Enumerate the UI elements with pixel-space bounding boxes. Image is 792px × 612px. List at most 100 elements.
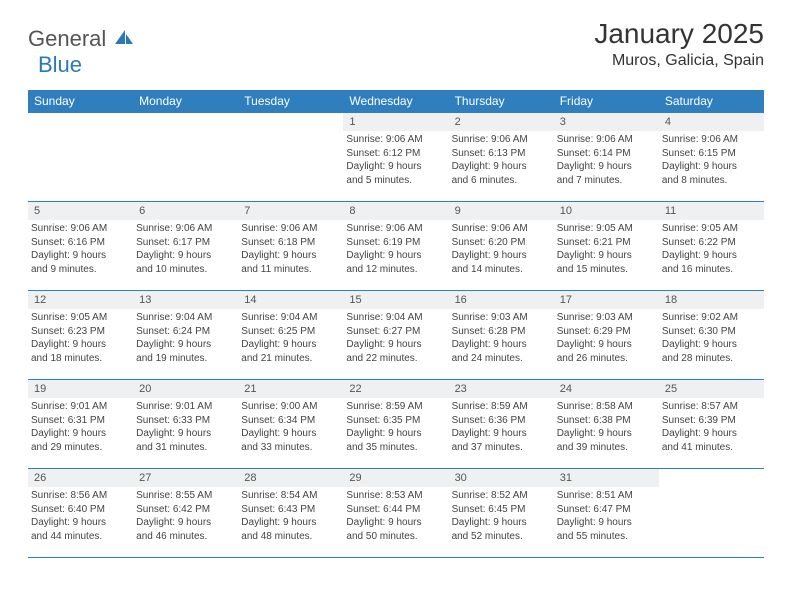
day-details: Sunrise: 8:56 AMSunset: 6:40 PMDaylight:…: [28, 487, 133, 547]
day-details: Sunrise: 9:04 AMSunset: 6:24 PMDaylight:…: [133, 309, 238, 369]
day-day1: Daylight: 9 hours: [452, 427, 551, 441]
calendar-page: General Blue January 2025 Muros, Galicia…: [0, 0, 792, 576]
day-details: Sunrise: 9:06 AMSunset: 6:14 PMDaylight:…: [554, 131, 659, 191]
day-day2: and 18 minutes.: [31, 352, 130, 366]
day-details: Sunrise: 8:54 AMSunset: 6:43 PMDaylight:…: [238, 487, 343, 547]
weekday-header: Wednesday: [343, 90, 448, 113]
day-number: 27: [133, 469, 238, 487]
day-day2: and 24 minutes.: [452, 352, 551, 366]
day-day2: and 50 minutes.: [346, 530, 445, 544]
calendar-week-row: 19Sunrise: 9:01 AMSunset: 6:31 PMDayligh…: [28, 380, 764, 469]
calendar-day-cell: 8Sunrise: 9:06 AMSunset: 6:19 PMDaylight…: [343, 202, 448, 291]
day-number: 25: [659, 380, 764, 398]
day-day2: and 37 minutes.: [452, 441, 551, 455]
location-label: Muros, Galicia, Spain: [594, 52, 764, 70]
weekday-header: Friday: [554, 90, 659, 113]
day-day2: and 35 minutes.: [346, 441, 445, 455]
calendar-day-cell: 13Sunrise: 9:04 AMSunset: 6:24 PMDayligh…: [133, 291, 238, 380]
day-number: 26: [28, 469, 133, 487]
day-sunrise: Sunrise: 9:03 AM: [452, 311, 551, 325]
calendar-day-cell: 3Sunrise: 9:06 AMSunset: 6:14 PMDaylight…: [554, 113, 659, 202]
day-sunset: Sunset: 6:45 PM: [452, 503, 551, 517]
calendar-day-cell: 31Sunrise: 8:51 AMSunset: 6:47 PMDayligh…: [554, 469, 659, 558]
calendar-day-cell: [28, 113, 133, 202]
day-day1: Daylight: 9 hours: [452, 249, 551, 263]
calendar-day-cell: 20Sunrise: 9:01 AMSunset: 6:33 PMDayligh…: [133, 380, 238, 469]
day-day1: Daylight: 9 hours: [346, 249, 445, 263]
day-sunrise: Sunrise: 9:00 AM: [241, 400, 340, 414]
day-sunrise: Sunrise: 8:57 AM: [662, 400, 761, 414]
day-number: 7: [238, 202, 343, 220]
day-sunrise: Sunrise: 9:06 AM: [136, 222, 235, 236]
day-day2: and 41 minutes.: [662, 441, 761, 455]
calendar-day-cell: 5Sunrise: 9:06 AMSunset: 6:16 PMDaylight…: [28, 202, 133, 291]
day-sunrise: Sunrise: 9:03 AM: [557, 311, 656, 325]
day-number: 17: [554, 291, 659, 309]
page-header: General Blue January 2025 Muros, Galicia…: [28, 18, 764, 78]
day-day2: and 21 minutes.: [241, 352, 340, 366]
calendar-week-row: 26Sunrise: 8:56 AMSunset: 6:40 PMDayligh…: [28, 469, 764, 558]
day-number: 2: [449, 113, 554, 131]
day-day2: and 7 minutes.: [557, 174, 656, 188]
calendar-day-cell: [133, 113, 238, 202]
calendar-day-cell: 24Sunrise: 8:58 AMSunset: 6:38 PMDayligh…: [554, 380, 659, 469]
day-sunset: Sunset: 6:22 PM: [662, 236, 761, 250]
day-details: Sunrise: 8:53 AMSunset: 6:44 PMDaylight:…: [343, 487, 448, 547]
day-day2: and 26 minutes.: [557, 352, 656, 366]
day-sunrise: Sunrise: 9:05 AM: [662, 222, 761, 236]
day-details: Sunrise: 9:06 AMSunset: 6:18 PMDaylight:…: [238, 220, 343, 280]
day-day1: Daylight: 9 hours: [662, 427, 761, 441]
calendar-day-cell: 15Sunrise: 9:04 AMSunset: 6:27 PMDayligh…: [343, 291, 448, 380]
day-day1: Daylight: 9 hours: [452, 160, 551, 174]
day-day2: and 14 minutes.: [452, 263, 551, 277]
day-details: Sunrise: 9:03 AMSunset: 6:29 PMDaylight:…: [554, 309, 659, 369]
day-sunset: Sunset: 6:14 PM: [557, 147, 656, 161]
day-number: 22: [343, 380, 448, 398]
day-details: Sunrise: 8:59 AMSunset: 6:35 PMDaylight:…: [343, 398, 448, 458]
day-day2: and 8 minutes.: [662, 174, 761, 188]
calendar-day-cell: 10Sunrise: 9:05 AMSunset: 6:21 PMDayligh…: [554, 202, 659, 291]
day-details: Sunrise: 8:59 AMSunset: 6:36 PMDaylight:…: [449, 398, 554, 458]
day-sunrise: Sunrise: 8:56 AM: [31, 489, 130, 503]
day-number: 10: [554, 202, 659, 220]
day-number: 16: [449, 291, 554, 309]
day-number: 1: [343, 113, 448, 131]
day-day1: Daylight: 9 hours: [557, 249, 656, 263]
day-sunrise: Sunrise: 9:01 AM: [136, 400, 235, 414]
day-sunrise: Sunrise: 9:05 AM: [557, 222, 656, 236]
calendar-day-cell: 28Sunrise: 8:54 AMSunset: 6:43 PMDayligh…: [238, 469, 343, 558]
calendar-day-cell: 4Sunrise: 9:06 AMSunset: 6:15 PMDaylight…: [659, 113, 764, 202]
calendar-day-cell: [238, 113, 343, 202]
day-day1: Daylight: 9 hours: [452, 516, 551, 530]
day-sunrise: Sunrise: 8:54 AM: [241, 489, 340, 503]
day-sunrise: Sunrise: 9:06 AM: [31, 222, 130, 236]
day-day1: Daylight: 9 hours: [662, 160, 761, 174]
day-day2: and 28 minutes.: [662, 352, 761, 366]
day-day2: and 55 minutes.: [557, 530, 656, 544]
day-details: Sunrise: 8:55 AMSunset: 6:42 PMDaylight:…: [133, 487, 238, 547]
day-details: Sunrise: 9:06 AMSunset: 6:15 PMDaylight:…: [659, 131, 764, 191]
day-sunset: Sunset: 6:24 PM: [136, 325, 235, 339]
calendar-week-row: 1Sunrise: 9:06 AMSunset: 6:12 PMDaylight…: [28, 113, 764, 202]
day-day1: Daylight: 9 hours: [241, 249, 340, 263]
day-sunset: Sunset: 6:28 PM: [452, 325, 551, 339]
day-day1: Daylight: 9 hours: [136, 338, 235, 352]
day-day2: and 10 minutes.: [136, 263, 235, 277]
day-details: Sunrise: 9:04 AMSunset: 6:25 PMDaylight:…: [238, 309, 343, 369]
day-sunset: Sunset: 6:17 PM: [136, 236, 235, 250]
weekday-header: Sunday: [28, 90, 133, 113]
day-day1: Daylight: 9 hours: [557, 516, 656, 530]
day-day1: Daylight: 9 hours: [31, 516, 130, 530]
day-details: Sunrise: 9:04 AMSunset: 6:27 PMDaylight:…: [343, 309, 448, 369]
day-sunrise: Sunrise: 9:05 AM: [31, 311, 130, 325]
day-sunrise: Sunrise: 9:06 AM: [346, 133, 445, 147]
calendar-table: Sunday Monday Tuesday Wednesday Thursday…: [28, 90, 764, 558]
day-sunset: Sunset: 6:38 PM: [557, 414, 656, 428]
weekday-header: Thursday: [449, 90, 554, 113]
day-sunset: Sunset: 6:42 PM: [136, 503, 235, 517]
day-number: 31: [554, 469, 659, 487]
day-sunset: Sunset: 6:33 PM: [136, 414, 235, 428]
day-number: 24: [554, 380, 659, 398]
day-day2: and 44 minutes.: [31, 530, 130, 544]
day-day1: Daylight: 9 hours: [241, 427, 340, 441]
